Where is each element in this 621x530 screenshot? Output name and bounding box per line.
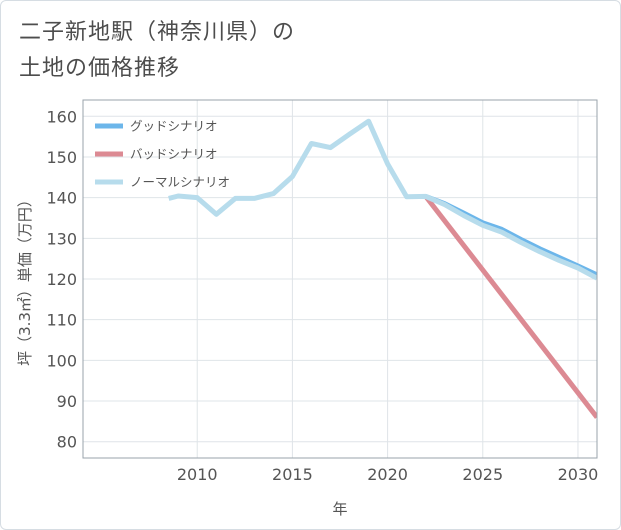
x-tick-label: 2025: [462, 465, 503, 484]
series-line-1: [423, 194, 597, 419]
y-axis-label: 坪（3.3㎡）単価（万円）: [16, 192, 34, 366]
y-tick-label: 140: [46, 189, 77, 208]
x-tick-label: 2030: [558, 465, 599, 484]
y-tick-label: 100: [46, 351, 77, 370]
x-axis-label: 年: [332, 500, 347, 518]
chart-title: 二子新地駅（神奈川県）の 土地の価格推移: [19, 15, 295, 87]
y-tick-label: 150: [46, 148, 77, 167]
x-tick-label: 2010: [177, 465, 218, 484]
series-lines: [168, 118, 597, 419]
legend-label: グッドシナリオ: [130, 119, 218, 134]
y-tick-label: 110: [46, 311, 77, 330]
tick-labels: 2010 2015 2020 2025 2030 80 90 100 110 120 130 140 1…: [46, 107, 598, 484]
plot-frame: [82, 99, 598, 459]
y-tick-label: 120: [46, 270, 77, 289]
x-tick-label: 2015: [272, 465, 313, 484]
y-tick-label: 90: [57, 392, 77, 411]
legend-label: バッドシナリオ: [130, 147, 218, 162]
y-tick-label: 130: [46, 229, 77, 248]
y-tick-label: 80: [57, 433, 77, 452]
x-tick-label: 2020: [367, 465, 408, 484]
y-tick-label: 160: [46, 107, 77, 126]
title-line-1: 二子新地駅（神奈川県）の: [19, 20, 296, 45]
legend-label: ノーマルシナリオ: [130, 175, 230, 190]
title-line-2: 土地の価格推移: [19, 56, 181, 81]
series-line-2: [168, 118, 597, 281]
